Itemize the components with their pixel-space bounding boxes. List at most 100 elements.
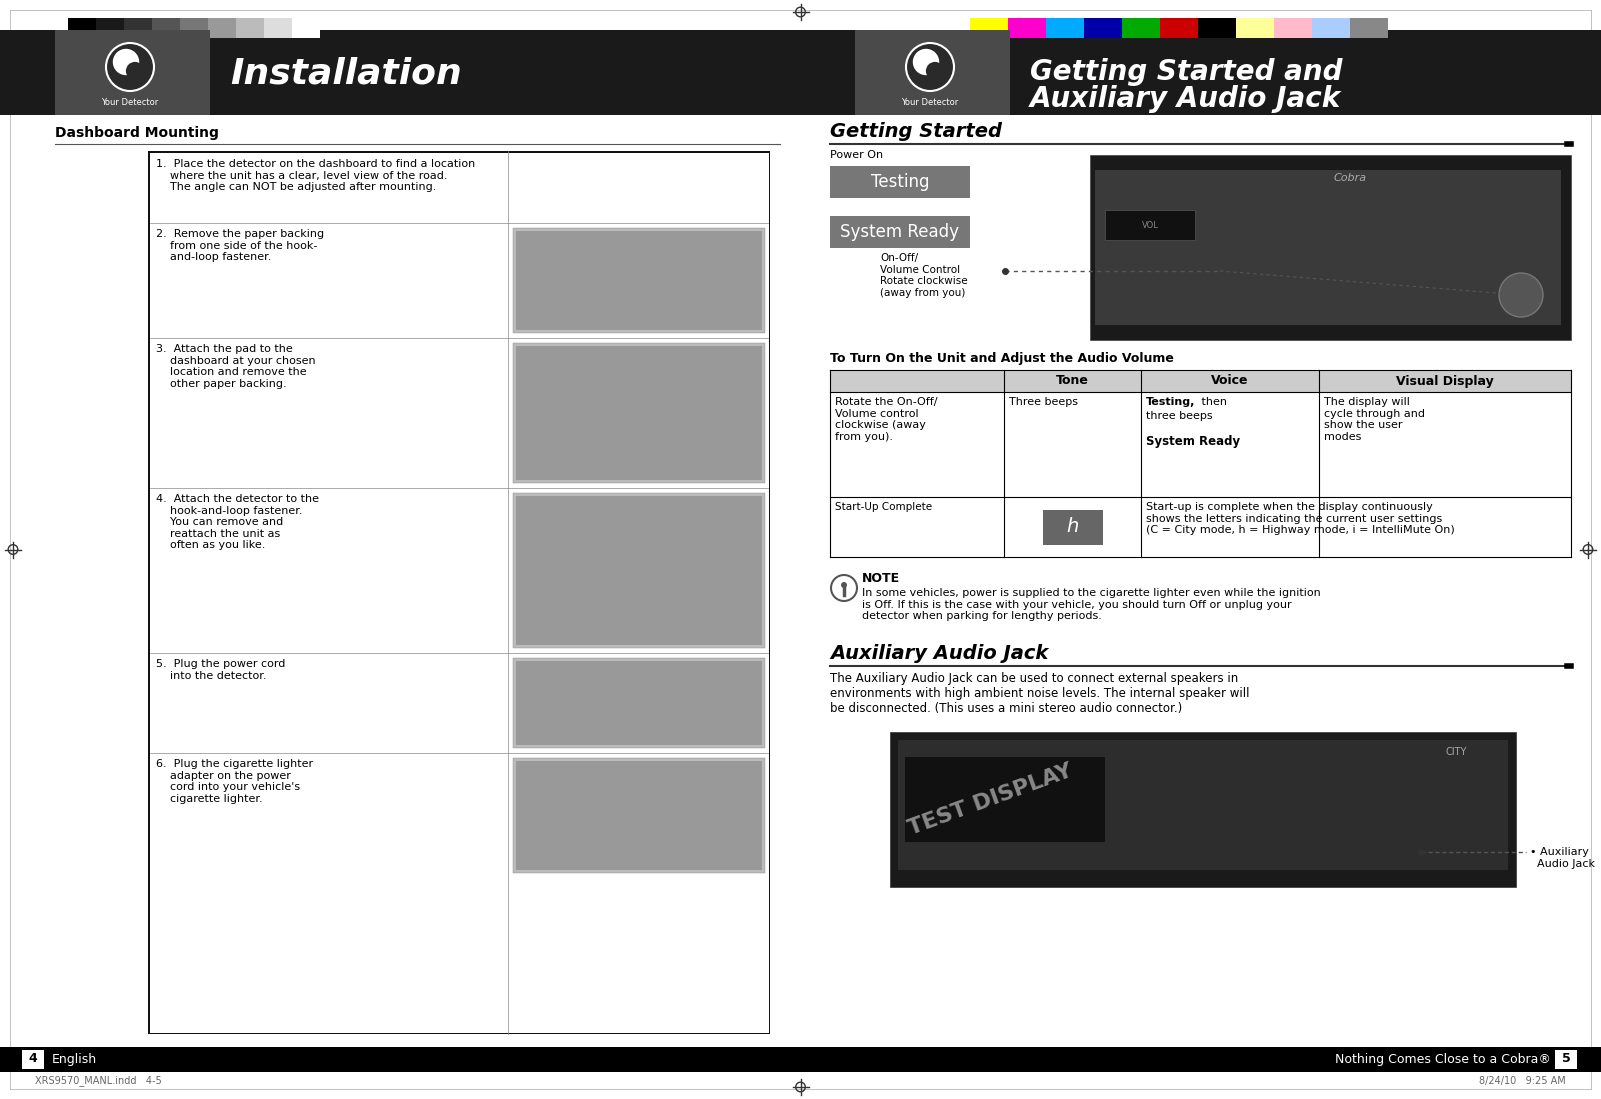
Bar xyxy=(54,30,210,115)
Circle shape xyxy=(112,48,139,75)
Circle shape xyxy=(1499,273,1543,317)
Text: XRS9570_MANL.indd   4-5: XRS9570_MANL.indd 4-5 xyxy=(35,1076,162,1087)
Bar xyxy=(1236,18,1274,38)
Text: then: then xyxy=(1198,397,1226,407)
Text: 8/24/10   9:25 AM: 8/24/10 9:25 AM xyxy=(1479,1076,1566,1086)
Text: In some vehicles, power is supplied to the cigarette lighter even while the igni: In some vehicles, power is supplied to t… xyxy=(861,588,1321,621)
Bar xyxy=(123,18,152,38)
Bar xyxy=(235,18,264,38)
Text: Voice: Voice xyxy=(1212,375,1249,388)
Bar xyxy=(22,1050,43,1069)
Text: h: h xyxy=(1066,518,1079,536)
Bar xyxy=(905,757,1105,842)
Text: NOTE: NOTE xyxy=(861,571,900,585)
Circle shape xyxy=(913,48,940,75)
Text: Tone: Tone xyxy=(1057,375,1089,388)
Text: Auxiliary Audio Jack: Auxiliary Audio Jack xyxy=(1029,85,1342,113)
Bar xyxy=(96,18,123,38)
Text: Start-Up Complete: Start-Up Complete xyxy=(836,502,932,512)
Text: 4: 4 xyxy=(29,1053,37,1066)
Text: 4.  Attach the detector to the
    hook-and-loop fastener.
    You can remove an: 4. Attach the detector to the hook-and-l… xyxy=(155,493,319,551)
Text: three beeps: three beeps xyxy=(1146,411,1212,421)
Text: Rotate the On-Off/
Volume control
clockwise (away
from you).: Rotate the On-Off/ Volume control clockw… xyxy=(836,397,938,442)
Bar xyxy=(149,153,768,1032)
Circle shape xyxy=(126,62,144,80)
Bar xyxy=(516,496,762,645)
Bar xyxy=(898,740,1508,870)
Text: 3.  Attach the pad to the
    dashboard at your chosen
    location and remove t: 3. Attach the pad to the dashboard at yo… xyxy=(155,344,315,389)
Bar xyxy=(179,18,208,38)
Bar xyxy=(516,346,762,480)
Bar xyxy=(1198,18,1236,38)
Bar xyxy=(291,18,320,38)
Bar xyxy=(1042,510,1103,544)
Bar xyxy=(829,217,970,248)
Text: Power On: Power On xyxy=(829,149,884,160)
Bar xyxy=(264,18,291,38)
Text: To Turn On the Unit and Adjust the Audio Volume: To Turn On the Unit and Adjust the Audio… xyxy=(829,352,1174,365)
Bar xyxy=(1084,18,1122,38)
Circle shape xyxy=(841,582,847,588)
Text: CITY: CITY xyxy=(1446,747,1467,757)
Bar xyxy=(1122,18,1161,38)
Text: TEST DISPLAY: TEST DISPLAY xyxy=(905,761,1074,839)
Bar xyxy=(890,732,1516,887)
Bar xyxy=(1090,155,1571,340)
Text: Start-up is complete when the display continuously
shows the letters indicating : Start-up is complete when the display co… xyxy=(1146,502,1455,535)
Bar xyxy=(512,227,765,333)
Text: VOL: VOL xyxy=(1142,221,1159,230)
Text: 1.  Place the detector on the dashboard to find a location
    where the unit ha: 1. Place the detector on the dashboard t… xyxy=(155,159,475,192)
Text: 2.  Remove the paper backing
    from one side of the hook-
    and-loop fastene: 2. Remove the paper backing from one sid… xyxy=(155,229,323,263)
Bar xyxy=(208,18,235,38)
Bar xyxy=(512,493,765,648)
Text: 6.  Plug the cigarette lighter
    adapter on the power
    cord into your vehic: 6. Plug the cigarette lighter adapter on… xyxy=(155,759,314,803)
Text: The Auxiliary Audio Jack can be used to connect external speakers in
environment: The Auxiliary Audio Jack can be used to … xyxy=(829,671,1249,715)
Bar xyxy=(1555,1050,1577,1069)
Text: Three beeps: Three beeps xyxy=(1009,397,1077,407)
Bar xyxy=(67,18,96,38)
Bar xyxy=(1009,18,1045,38)
Bar xyxy=(1311,18,1350,38)
Bar xyxy=(512,343,765,482)
Bar xyxy=(0,30,1601,115)
Text: 5: 5 xyxy=(1561,1053,1571,1066)
Circle shape xyxy=(925,62,945,80)
Bar xyxy=(1095,170,1561,325)
Text: Testing,: Testing, xyxy=(1146,397,1196,407)
Text: On-Off/
Volume Control
Rotate clockwise
(away from you): On-Off/ Volume Control Rotate clockwise … xyxy=(881,253,967,298)
Text: Cobra: Cobra xyxy=(1334,173,1367,184)
Text: English: English xyxy=(51,1053,98,1066)
Bar xyxy=(1105,210,1194,240)
Text: Your Detector: Your Detector xyxy=(901,98,959,107)
Text: • Auxiliary
  Audio Jack: • Auxiliary Audio Jack xyxy=(1531,847,1595,868)
Bar xyxy=(829,166,970,198)
Bar xyxy=(516,761,762,870)
Bar xyxy=(855,30,1010,115)
Bar xyxy=(512,658,765,748)
Bar xyxy=(152,18,179,38)
Bar xyxy=(516,660,762,745)
Text: Testing: Testing xyxy=(871,173,929,191)
Text: System Ready: System Ready xyxy=(1146,435,1241,448)
Bar xyxy=(516,231,762,330)
Bar xyxy=(1274,18,1311,38)
Bar xyxy=(970,18,1009,38)
Circle shape xyxy=(106,43,154,91)
Text: Getting Started and: Getting Started and xyxy=(1029,58,1343,86)
Bar xyxy=(0,1047,1601,1072)
Bar xyxy=(1350,18,1388,38)
Text: Auxiliary Audio Jack: Auxiliary Audio Jack xyxy=(829,644,1049,663)
Text: Visual Display: Visual Display xyxy=(1396,375,1494,388)
Bar xyxy=(512,758,765,873)
Circle shape xyxy=(831,575,857,601)
Bar xyxy=(1161,18,1198,38)
Bar xyxy=(1045,18,1084,38)
Bar xyxy=(147,151,770,1034)
Text: Nothing Comes Close to a Cobra®: Nothing Comes Close to a Cobra® xyxy=(1335,1053,1551,1066)
Text: Installation: Installation xyxy=(231,57,461,91)
Text: 5.  Plug the power cord
    into the detector.: 5. Plug the power cord into the detector… xyxy=(155,659,285,680)
Circle shape xyxy=(906,43,954,91)
Text: System Ready: System Ready xyxy=(841,223,959,241)
Text: The display will
cycle through and
show the user
modes: The display will cycle through and show … xyxy=(1324,397,1425,442)
Text: Your Detector: Your Detector xyxy=(101,98,158,107)
